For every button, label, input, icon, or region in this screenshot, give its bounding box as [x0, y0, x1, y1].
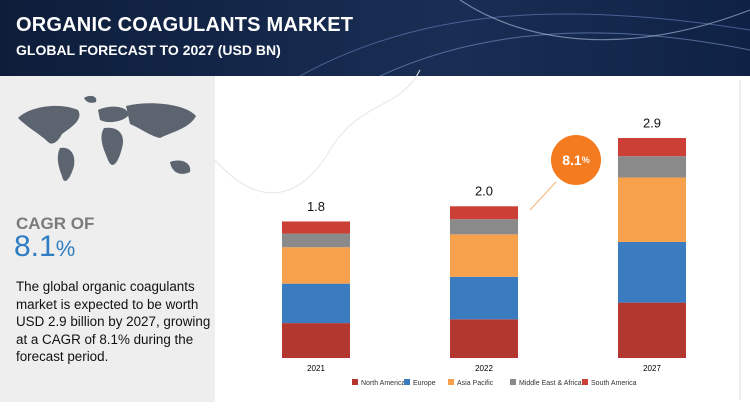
bar-segment: [450, 319, 518, 358]
cagr-label: CAGR OF: [16, 214, 95, 233]
badge-text: 8.1%: [562, 152, 589, 168]
connector: [529, 181, 557, 211]
x-tick-label: 2022: [475, 364, 493, 373]
bar-segment: [450, 219, 518, 235]
legend-swatch: [582, 379, 588, 385]
bar-segment: [618, 177, 686, 242]
bar-segment: [450, 234, 518, 277]
bar-segment: [282, 233, 350, 248]
bar-segment: [618, 241, 686, 303]
bar-segment: [450, 206, 518, 220]
legend-label: South America: [591, 380, 637, 387]
cagr-unit: %: [55, 236, 76, 261]
legend-swatch: [510, 379, 516, 385]
cagr-number: 8.1: [14, 230, 56, 263]
legend-label: North America: [361, 380, 405, 387]
legend-swatch: [404, 379, 410, 385]
cagr-value: 8.1%: [14, 230, 75, 264]
total-label: 1.8: [307, 199, 325, 214]
subtitle: GLOBAL FORECAST TO 2027 (USD BN): [16, 42, 281, 58]
total-label: 2.9: [643, 115, 661, 130]
bar-segment: [282, 323, 350, 358]
legend-label: Europe: [413, 380, 436, 387]
badge-value: 8.1: [562, 152, 582, 168]
title: ORGANIC COAGULANTS MARKET: [16, 14, 354, 36]
bar-segment: [618, 302, 686, 358]
bar-segment: [450, 276, 518, 320]
total-label: 2.0: [475, 184, 493, 199]
bar-segment: [282, 283, 350, 324]
x-tick-label: 2021: [307, 364, 325, 373]
bar-segment: [282, 247, 350, 284]
bar-segment: [618, 156, 686, 178]
legend-label: Middle East & Africa: [519, 380, 582, 387]
legend-swatch: [352, 379, 358, 385]
world-map: [18, 95, 196, 181]
header-decoration: [299, 0, 750, 76]
legend-swatch: [448, 379, 454, 385]
description: The global organic coagulants market is …: [16, 279, 211, 365]
bar-segment: [282, 221, 350, 234]
x-tick-label: 2027: [643, 364, 661, 373]
bar-segment: [618, 138, 686, 157]
cagr-badge: [551, 135, 601, 185]
header: ORGANIC COAGULANTS MARKET GLOBAL FORECAS…: [0, 0, 750, 76]
sidebar: CAGR OF 8.1% The global organic coagulan…: [0, 76, 215, 402]
legend-label: Asia Pacific: [457, 380, 494, 387]
badge-unit: %: [582, 155, 590, 165]
